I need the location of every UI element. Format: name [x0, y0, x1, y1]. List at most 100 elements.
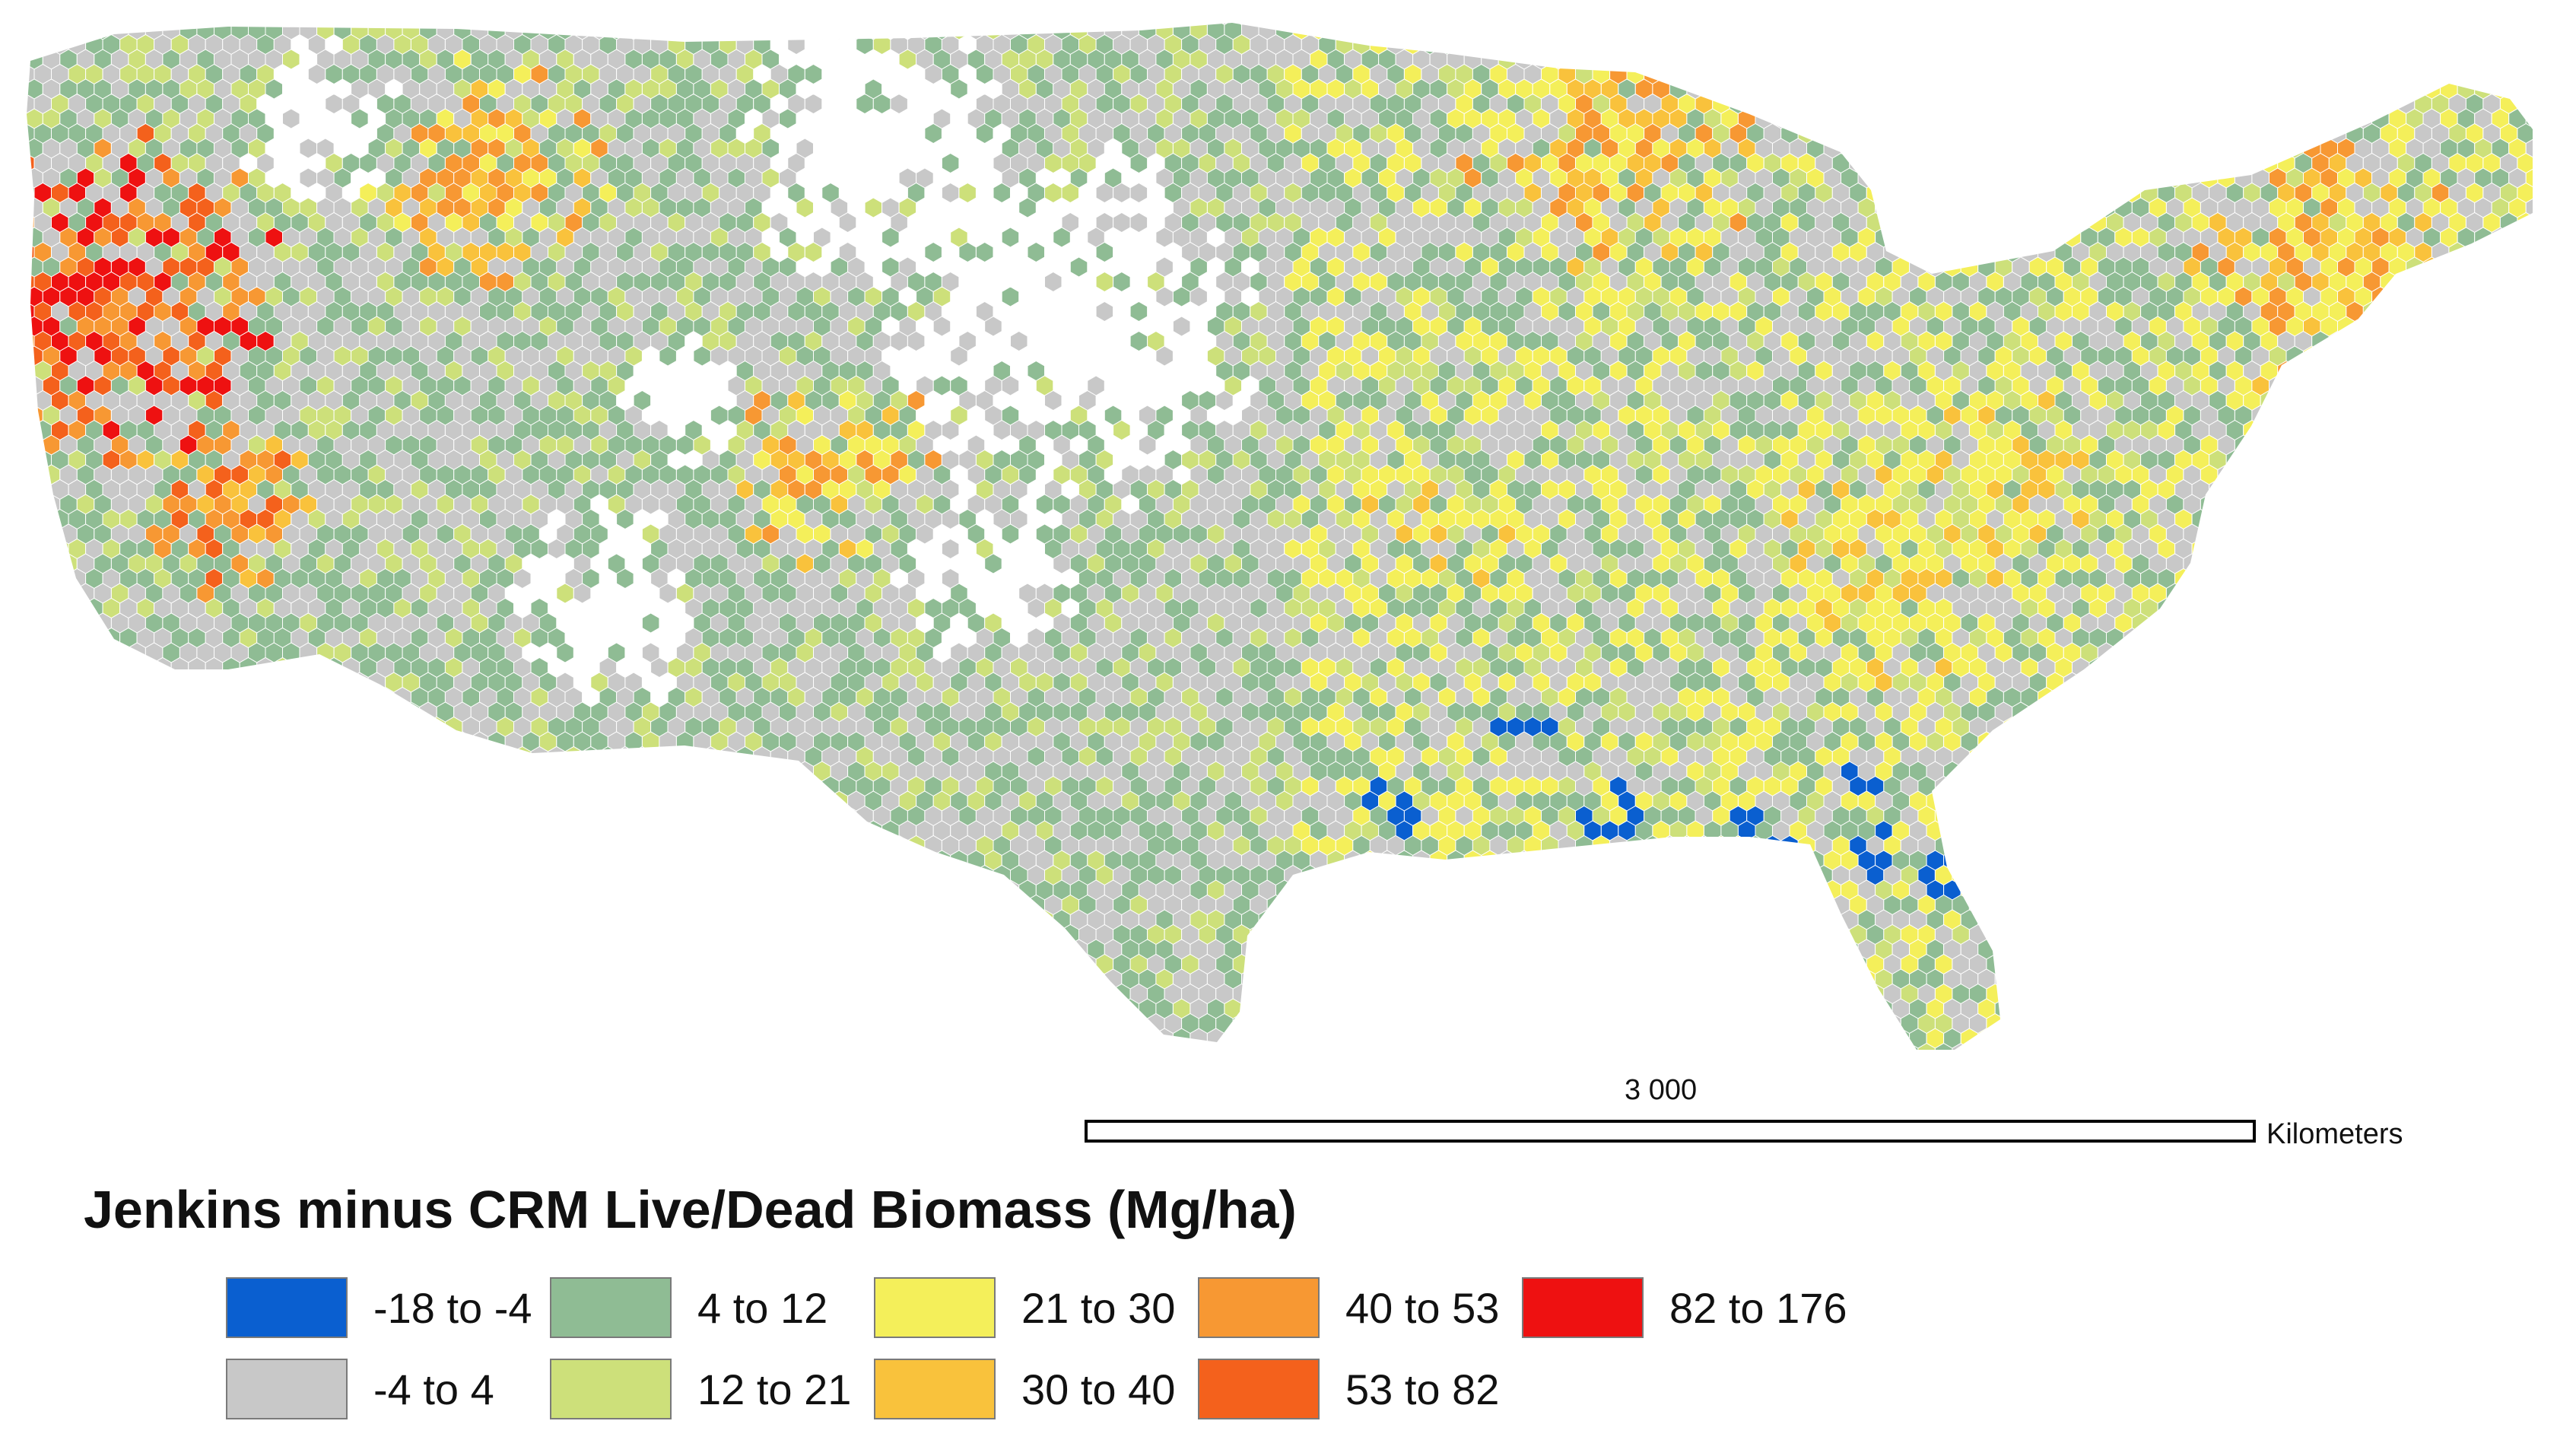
hex-cell: [710, 0, 728, 10]
hex-cell: [2535, 124, 2552, 144]
hex-cell: [1977, 78, 1996, 100]
hex-cell: [1464, 0, 1482, 10]
hex-cell: [2422, 345, 2441, 367]
hex-cell: [2285, 464, 2304, 485]
hex-cell: [27, 523, 43, 545]
hex-cell: [2106, 182, 2124, 204]
hex-cell: [787, 33, 805, 56]
hex-cell: [1601, 0, 1618, 10]
hex-cell: [0, 65, 17, 84]
hex-cell: [2046, 138, 2064, 159]
hex-cell: [1995, 0, 2012, 10]
hex-cell: [865, 0, 882, 10]
hex-cell: [1883, 93, 1901, 115]
hex-cell: [2508, 375, 2527, 396]
hex-cell: [1019, 0, 1037, 10]
hex-cell: [2414, 389, 2432, 412]
hex-cell: [2080, 78, 2098, 100]
hex-cell: [2543, 287, 2561, 307]
hex-cell: [2354, 405, 2373, 426]
hex-cell: [2149, 138, 2167, 159]
hex-cell: [1806, 49, 1825, 70]
hex-cell: [2338, 0, 2355, 10]
hex-cell: [2269, 49, 2287, 70]
hex-cell: [8, 49, 26, 69]
hex-cell: [2097, 78, 2116, 100]
hex-cell: [1652, 23, 1670, 40]
hex-cell: [2552, 124, 2569, 144]
biomass-difference-map: [0, 0, 2576, 1050]
hex-cell: [933, 0, 951, 10]
hex-cell: [2448, 360, 2466, 382]
hex-cell: [2311, 122, 2330, 145]
hex-cell: [1583, 23, 1602, 40]
hex-cell: [1790, 0, 1807, 10]
hex-cell: [1831, 93, 1850, 115]
hex-cell: [1926, 49, 1945, 70]
hex-cell: [2157, 93, 2176, 115]
hex-cell: [2311, 419, 2330, 441]
hex-cell: [2414, 419, 2432, 441]
hex-cell: [1857, 23, 1876, 40]
hex-cell: [924, 241, 942, 263]
hex-cell: [2251, 78, 2269, 100]
hex-cell: [1977, 23, 1996, 40]
hex-cell: [2440, 256, 2458, 278]
hex-cell: [1129, 211, 1148, 234]
hex-cell: [1900, 63, 1919, 85]
hex-cell: [924, 122, 942, 145]
hex-cell: [2294, 449, 2313, 471]
hex-cell: [1704, 0, 1721, 10]
hex-cell: [2337, 375, 2355, 396]
hex-cell: [2474, 464, 2492, 485]
hex-cell: [2569, 450, 2576, 470]
hex-cell: [2362, 478, 2381, 501]
hex-cell: [8, 79, 26, 99]
hex-cell: [1044, 271, 1062, 293]
hex-cell: [2217, 494, 2235, 515]
hex-cell: [2303, 434, 2321, 456]
hex-cell: [1917, 152, 1936, 174]
hex-cell: [27, 419, 35, 441]
hex-cell: [2552, 272, 2569, 292]
hex-cell: [1447, 0, 1465, 10]
hex-cell: [2072, 182, 2090, 204]
hex-cell: [2535, 35, 2552, 55]
hex-cell: [2569, 154, 2576, 173]
hex-cell: [2131, 138, 2150, 159]
hex-cell: [1960, 197, 1979, 218]
hex-cell: [1807, 0, 1825, 10]
hex-cell: [1926, 227, 1945, 248]
hex-cell: [1892, 108, 1911, 129]
hex-cell: [2465, 360, 2484, 382]
hex-cell: [2020, 63, 2038, 85]
hex-cell: [2491, 23, 2510, 40]
hex-cell: [2029, 0, 2047, 10]
hex-cell: [2388, 316, 2407, 337]
hex-cell: [2277, 449, 2295, 471]
hex-cell: [129, 0, 146, 10]
hex-cell: [1977, 167, 1996, 189]
hex-cell: [1866, 122, 1885, 145]
hex-cell: [2362, 508, 2381, 530]
hex-cell: [249, 0, 266, 10]
hex-cell: [8, 346, 26, 366]
hex-cell: [1994, 167, 2013, 189]
hex-cell: [1994, 78, 2013, 100]
hex-cell: [2422, 286, 2441, 307]
hex-cell: [1952, 23, 1970, 26]
hex-cell: [1934, 33, 1953, 56]
hex-cell: [2046, 108, 2064, 129]
hex-cell: [42, 523, 61, 545]
hex-cell: [650, 23, 669, 26]
hex-cell: [231, 0, 249, 10]
hex-cell: [2509, 0, 2527, 10]
hex-cell: [1857, 108, 1876, 129]
hex-cell: [2371, 345, 2390, 367]
hex-cell: [1968, 211, 1987, 234]
hex-cell: [693, 23, 711, 40]
hex-cell: [2320, 0, 2338, 10]
hex-cell: [2346, 33, 2364, 56]
hex-cell: [2200, 23, 2219, 40]
hex-cell: [1986, 182, 2004, 204]
